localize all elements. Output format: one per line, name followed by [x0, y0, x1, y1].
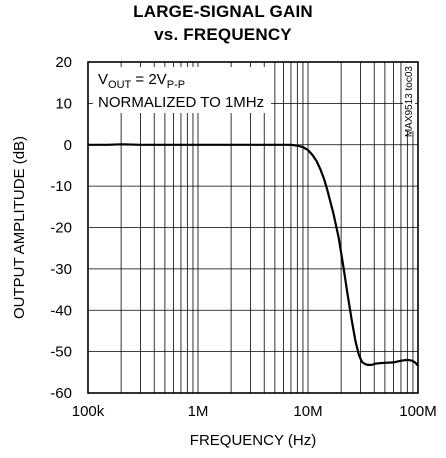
x-tick-label: 1M — [188, 403, 209, 420]
y-tick-label: -60 — [50, 385, 72, 402]
annotation-sub-out: OUT — [108, 79, 132, 91]
y-tick-label: -50 — [50, 344, 72, 361]
annotation-background — [93, 67, 271, 113]
chart-title: LARGE-SIGNAL GAIN — [133, 2, 313, 21]
series-layer — [88, 143, 419, 367]
plot-frame — [87, 61, 419, 394]
series-line — [88, 143, 419, 367]
y-tick-label: 0 — [64, 137, 72, 154]
x-tick-label: 100M — [399, 403, 437, 420]
y-tick-label: -30 — [50, 261, 72, 278]
x-tick-label: 10M — [293, 403, 322, 420]
figure-code-background — [403, 63, 415, 131]
y-tick-label: -40 — [50, 302, 72, 319]
annotation-normalized: NORMALIZED TO 1MHz — [98, 94, 264, 111]
grid-lines — [88, 62, 418, 393]
y-tick-label: 10 — [55, 95, 72, 112]
y-tick-label: -20 — [50, 220, 72, 237]
annotation-sub-pp: P-P — [167, 79, 185, 91]
chart-subtitle: vs. FREQUENCY — [154, 25, 292, 44]
annotation-eq: = 2V — [131, 71, 166, 88]
y-tick-label: -10 — [50, 178, 72, 195]
annotation-v: V — [98, 71, 108, 88]
figure-code: MAX9513 toc03 — [404, 66, 415, 138]
annotation-vout: VOUT = 2VP-P — [98, 71, 185, 91]
x-tick-label: 100k — [72, 403, 105, 420]
y-axis-label: OUTPUT AMPLITUDE (dB) — [11, 136, 28, 319]
x-axis-label: FREQUENCY (Hz) — [190, 432, 316, 449]
y-tick-label: 20 — [55, 54, 72, 71]
